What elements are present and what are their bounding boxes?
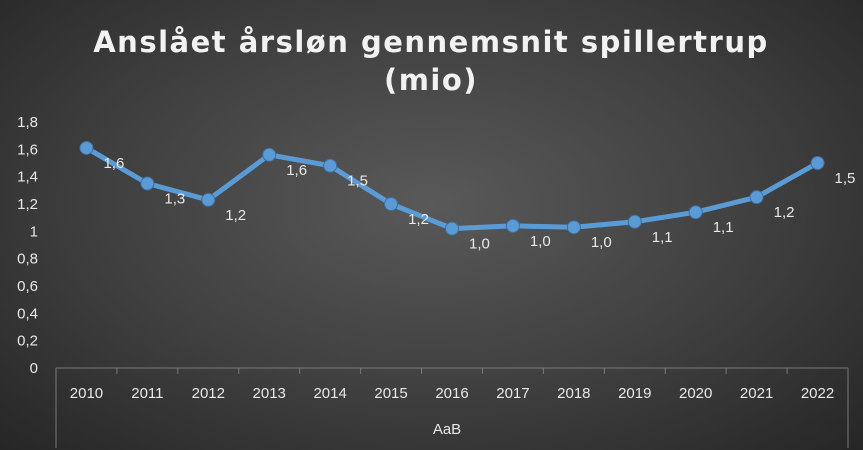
x-tick-label: 2013: [253, 385, 286, 402]
data-label: 1,5: [835, 170, 856, 187]
x-tick-label: 2016: [435, 385, 468, 402]
data-point: [445, 221, 459, 236]
data-label: 1,0: [469, 236, 490, 253]
y-tick-label: 1,8: [17, 114, 38, 131]
x-tick-label: 2015: [374, 385, 407, 402]
x-tick-label: 2019: [618, 385, 651, 402]
data-label: 1,3: [164, 191, 185, 208]
chart-title-line-2: (mio): [384, 63, 478, 97]
data-point: [384, 197, 399, 211]
data-label: 1,6: [286, 162, 307, 179]
y-tick-label: 1: [30, 223, 38, 240]
data-point: [810, 156, 825, 170]
y-tick-label: 1,2: [17, 196, 38, 213]
y-tick-label: 1,6: [17, 141, 38, 158]
data-point: [79, 140, 94, 155]
data-label: 1,2: [408, 211, 429, 228]
y-tick-label: 0,6: [17, 278, 38, 295]
series-group: 1,6 1,3 1,2 1,6 1,5 1,2 1,0 1,0 1,0 1,1 1,1 1,2 1,5: [79, 140, 856, 253]
x-tick-label: 2014: [313, 385, 346, 402]
data-point: [566, 220, 581, 235]
series-line: [83, 145, 821, 232]
data-label: 1,1: [652, 229, 673, 246]
x-tick-label: 2010: [70, 385, 103, 402]
x-tick-label: 2017: [496, 385, 529, 402]
y-axis: 0 0,2 0,4 0,6 0,8 1 1,2 1,4 1,6 1,8: [17, 114, 38, 377]
y-tick-label: 0: [30, 360, 38, 377]
data-label: 1,0: [530, 233, 551, 250]
data-point: [688, 205, 703, 220]
x-tick-label: 2021: [740, 385, 773, 402]
data-label: 1,0: [591, 234, 612, 251]
data-label: 1,5: [347, 173, 368, 190]
chart-title-line-1: Anslået årsløn gennemsnit spillertrup: [93, 25, 769, 59]
data-point: [749, 190, 764, 205]
y-tick-label: 0,8: [17, 251, 38, 268]
data-label: 1,6: [103, 155, 124, 172]
x-tick-label: 2020: [679, 385, 712, 402]
x-axis: 2010 2011 2012 2013 2014 2015 2016 2017 2018 2019…: [55, 367, 849, 448]
data-point: [627, 214, 642, 229]
data-label: 1,1: [713, 219, 734, 236]
data-point: [262, 147, 277, 162]
y-tick-label: 0,4: [17, 305, 38, 322]
x-tick-label: 2018: [557, 385, 590, 402]
data-label: 1,2: [225, 207, 246, 224]
y-tick-label: 1,4: [17, 169, 38, 186]
x-axis-group-label: AaB: [433, 421, 461, 438]
data-point: [201, 192, 216, 207]
data-point: [140, 176, 155, 191]
data-label: 1,2: [774, 204, 795, 221]
y-tick-label: 0,2: [17, 333, 38, 350]
x-tick-label: 2022: [801, 385, 834, 402]
data-point: [323, 158, 338, 173]
x-tick-label: 2011: [131, 385, 163, 402]
data-point: [505, 218, 520, 233]
x-tick-label: 2012: [192, 385, 225, 402]
